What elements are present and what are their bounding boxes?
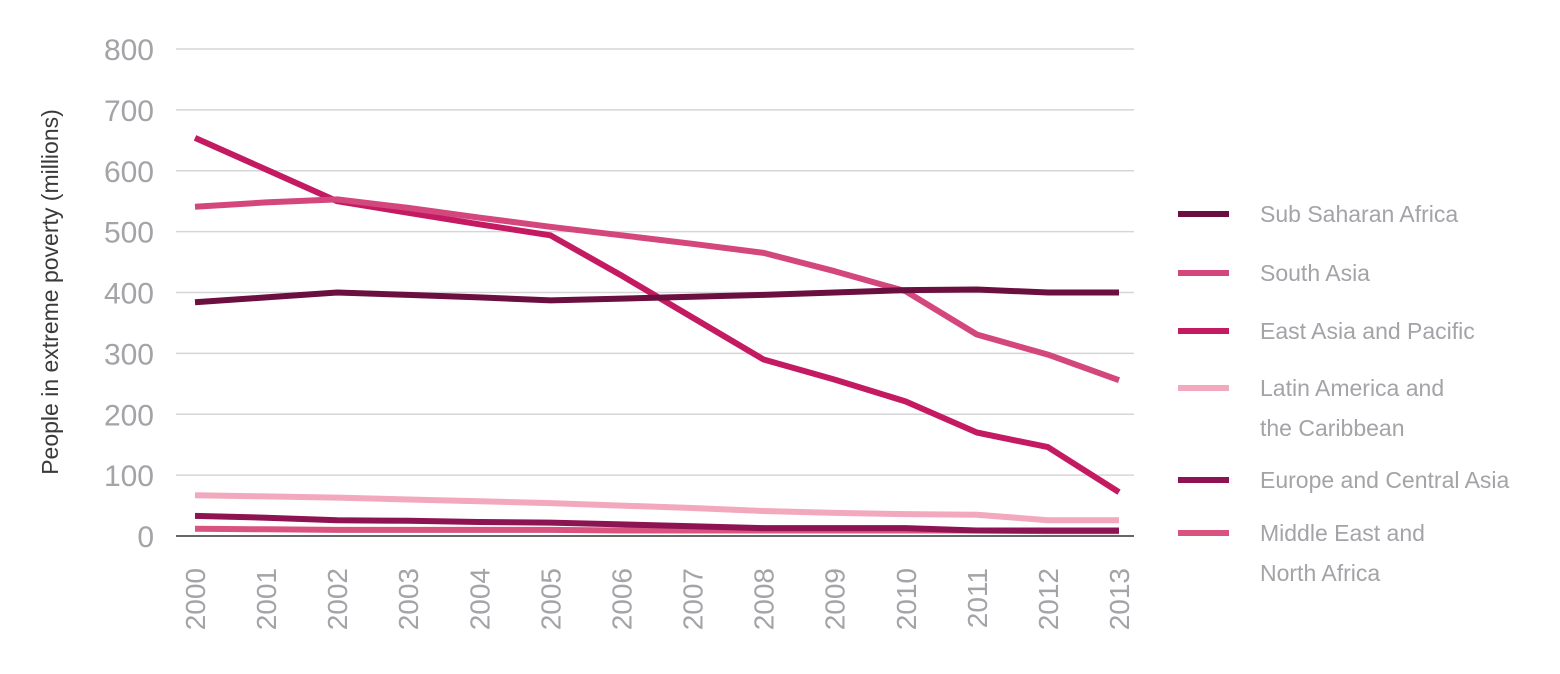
series-line-south-asia	[194, 196, 1121, 384]
x-tick-label: 2012	[1033, 568, 1064, 630]
x-axis-ticks: 2000 2001 2002 2003 2004 2005 2006 2007 2008 2009…	[180, 568, 1135, 630]
series-line-sub-saharan-africa	[194, 286, 1119, 306]
legend-label: Europe and Central Asia	[1260, 467, 1510, 493]
y-axis-ticks: 0 100 200 300 400 500 600 700 800	[104, 34, 154, 554]
y-tick-label: 400	[104, 278, 154, 311]
series-line-east-asia-and-pacific	[193, 135, 1121, 495]
x-tick-label: 2005	[535, 568, 566, 630]
x-tick-label: 2003	[393, 568, 424, 630]
y-tick-label: 500	[104, 217, 154, 250]
y-tick-label: 0	[137, 521, 154, 554]
y-tick-label: 100	[104, 460, 154, 493]
y-axis-label: People in extreme poverty (millions)	[37, 109, 63, 475]
gridlines	[176, 48, 1134, 476]
x-tick-label: 2011	[962, 568, 993, 628]
x-tick-label: 2008	[749, 568, 780, 630]
series-lines	[193, 135, 1121, 535]
series-line-latin-america-and-the-caribbean	[194, 492, 1119, 524]
x-tick-label: 2002	[322, 568, 353, 630]
x-tick-label: 2013	[1104, 568, 1135, 630]
legend-label: Middle East and North Africa	[1260, 520, 1425, 586]
x-tick-label: 2001	[251, 568, 282, 630]
x-tick-label: 2004	[464, 568, 495, 630]
x-tick-label: 2007	[678, 568, 709, 630]
y-tick-label: 600	[104, 156, 154, 189]
legend-label: South Asia	[1260, 260, 1370, 286]
legend: Sub Saharan Africa South Asia East Asia an…	[1178, 201, 1510, 586]
legend-label: East Asia and Pacific	[1260, 318, 1475, 344]
x-tick-label: 2000	[180, 568, 211, 630]
x-tick-label: 2009	[820, 568, 851, 630]
x-tick-label: 2006	[606, 568, 637, 630]
x-tick-label: 2010	[891, 568, 922, 630]
series-line-europe-and-central-asia	[194, 512, 1119, 534]
y-tick-label: 700	[104, 95, 154, 128]
legend-label: Sub Saharan Africa	[1260, 201, 1458, 227]
y-tick-label: 800	[104, 34, 154, 67]
legend-label: Latin America and the Caribbean	[1260, 375, 1444, 441]
y-tick-label: 300	[104, 338, 154, 371]
y-tick-label: 200	[104, 399, 154, 432]
